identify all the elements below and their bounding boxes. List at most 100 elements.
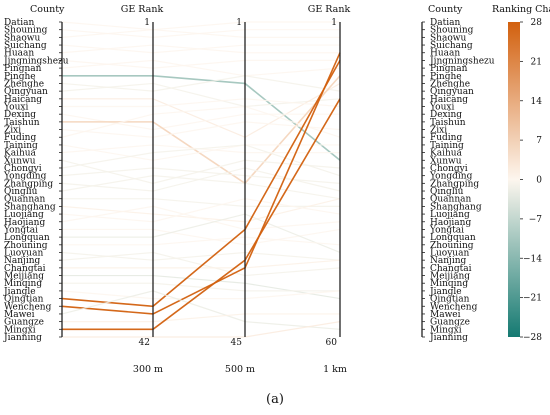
left-county-label: Pingnan [4, 64, 42, 74]
county-line-fuding [61, 105, 341, 138]
county-line-huaan [61, 44, 340, 54]
county-line-qingtian [61, 60, 341, 308]
rank-header: GE Rank [121, 4, 164, 15]
right-county-label: Guangze [430, 318, 470, 328]
left-county-label: Wencheng [4, 302, 52, 312]
county-line-zhouning [62, 236, 341, 246]
rank-top-value: 1 [331, 18, 337, 28]
right-county-label: Zhouning [430, 241, 474, 251]
rank-header: GE Rank [308, 4, 351, 15]
county-line-guangze [62, 313, 340, 323]
left-county-label: Jingningshezu [3, 56, 69, 66]
colorbar-gradient [508, 22, 520, 337]
left-county-label: Shaowu [4, 33, 40, 43]
county-line-luojiang [61, 198, 341, 223]
county-line-mawei [61, 290, 341, 330]
left-county-label: Yongtai [3, 225, 38, 235]
left-county-label: Zhangping [4, 179, 53, 189]
resolution-label: 300 m [133, 364, 163, 375]
left-county-label: Qingyuan [4, 87, 48, 97]
left-county-label: Yongding [3, 172, 47, 182]
left-county-label: Jianning [3, 333, 42, 343]
rank-top-value: 1 [236, 18, 242, 28]
resolution-label: 1 km [323, 364, 347, 375]
left-county-label: Taining [4, 141, 38, 151]
right-county-label: Dexing [430, 110, 462, 120]
right-county-label: Xunwu [430, 156, 462, 166]
county-line-minqing [62, 282, 340, 292]
right-county-header: County [428, 4, 463, 15]
rank-bottom-value: 45 [231, 338, 243, 348]
colorbar-tick-label: −28 [523, 333, 542, 343]
left-county-label: Mawei [4, 310, 35, 320]
right-county-label: Yongtai [429, 225, 464, 235]
left-county-label: Chongyi [4, 164, 42, 174]
left-county-label: Huaan [4, 49, 34, 59]
right-county-label: Minqing [430, 279, 468, 289]
left-county-label: Haicang [4, 95, 42, 105]
left-county-header: County [30, 4, 65, 15]
left-county-label: Zhenghe [4, 79, 44, 89]
right-county-label: Taishun [430, 118, 466, 128]
left-county-label: Luoyuan [4, 248, 43, 258]
panel-label: (a) [266, 392, 284, 407]
county-line-haicang [62, 82, 341, 138]
county-line-zixi [61, 121, 341, 138]
county-line-quannan [62, 198, 340, 207]
left-county-label: Pinghe [4, 72, 36, 82]
right-county-label: Meijiang [430, 272, 470, 282]
left-county-label: Qingtian [4, 295, 44, 305]
county-line-yongtai [62, 228, 341, 246]
ranking-lines [61, 21, 341, 338]
left-county-label: Guangze [4, 318, 44, 328]
county-line-nanjing [61, 251, 341, 277]
left-county-label: Zhouning [4, 241, 48, 251]
county-line-qingliu [61, 175, 341, 200]
county-line-longquan [62, 213, 341, 254]
right-county-label: Shanghang [430, 202, 482, 212]
right-county-label: Mawei [430, 310, 461, 320]
left-county-label: Mingxi [4, 325, 36, 335]
right-county-label: Zhangping [430, 179, 479, 189]
county-line-jiangle [61, 290, 341, 300]
right-county-label: Luojiang [430, 210, 470, 220]
right-county-label: Pingnan [430, 64, 468, 74]
county-line-wencheng [61, 52, 341, 315]
right-county-label: Mingxi [430, 325, 462, 335]
right-county-label: Shaowu [430, 33, 466, 43]
right-county-label: Zhenghe [430, 79, 470, 89]
right-county-label: Shouning [430, 26, 474, 36]
county-line-haojiang [61, 205, 341, 231]
left-county-label: Shouning [4, 26, 48, 36]
colorbar-tick-label: 14 [531, 97, 543, 107]
right-county-label: Jiangle [429, 287, 462, 297]
left-county-label: Changtai [4, 264, 46, 274]
right-county-label: Changtai [430, 264, 472, 274]
right-county-label: Quannan [430, 195, 471, 205]
left-county-label: Longquan [4, 233, 50, 243]
rank-bottom-value: 42 [139, 338, 150, 348]
left-county-label: Meijiang [4, 272, 44, 282]
left-county-label: Haojiang [4, 218, 45, 228]
colorbar-tick-label: 7 [536, 136, 542, 146]
chart-axes [59, 21, 425, 338]
colorbar-tick-label: −21 [523, 294, 542, 304]
county-line-datian [61, 21, 340, 31]
colorbar-title: Ranking Change [492, 4, 550, 15]
left-county-label: Fuding [4, 133, 36, 143]
chart-labels: County County GE Rank 1 42 300 m 1 45 500 m GE Ra… [3, 4, 495, 407]
right-county-label: Suichang [430, 41, 473, 51]
left-county-label: Dexing [4, 110, 36, 120]
left-county-label: Quannan [4, 195, 45, 205]
right-county-label: Fuding [430, 133, 462, 143]
left-county-label: Zixi [4, 126, 21, 136]
right-county-label: Taining [430, 141, 464, 151]
county-line-youxi [62, 98, 341, 108]
left-county-label: Datian [4, 18, 34, 28]
left-county-label: Luojiang [4, 210, 44, 220]
right-county-label: Yongding [429, 172, 473, 182]
colorbar-tick-label: −14 [523, 254, 542, 264]
right-county-label: Jianning [429, 333, 468, 343]
right-county-label: Youxi [429, 103, 454, 113]
